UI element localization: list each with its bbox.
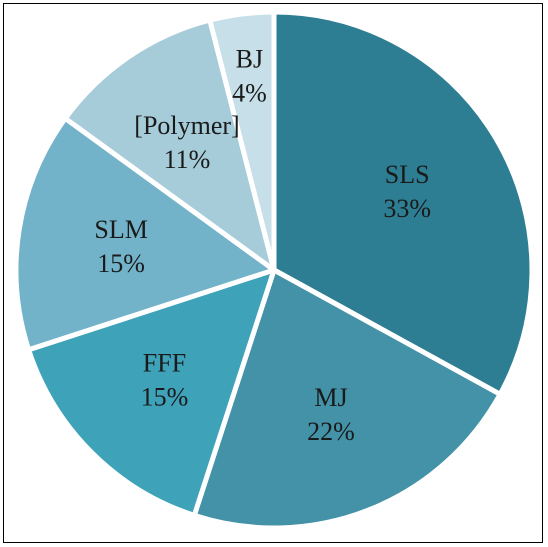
slice-name-label: BJ <box>236 45 263 74</box>
slice-percent-label: 22% <box>307 417 355 446</box>
pie-slice-sls <box>271 9 535 397</box>
slice-percent-label: 4% <box>232 79 267 108</box>
pie-slices <box>13 9 535 531</box>
pie-slice-bj <box>207 9 277 273</box>
slice-name-label: [Polymer] <box>134 111 239 140</box>
slice-name-label: MJ <box>314 383 347 412</box>
pie-slice-slm <box>13 115 277 353</box>
slice-name-label: FFF <box>143 349 186 378</box>
slice-name-label: SLM <box>94 215 147 244</box>
slice-percent-label: 33% <box>383 194 431 223</box>
pie-slice-mj <box>191 267 503 531</box>
slice-percent-label: 15% <box>97 249 145 278</box>
slice-percent-label: 15% <box>141 383 189 412</box>
pie-slice-polymer <box>62 17 277 273</box>
slice-percent-label: 11% <box>164 145 211 174</box>
slice-name-label: SLS <box>385 160 430 189</box>
pie-labels: SLS 33% MJ 22% FFF 15% SLM 15% [Polymer] 11% BJ 4% <box>94 45 431 446</box>
